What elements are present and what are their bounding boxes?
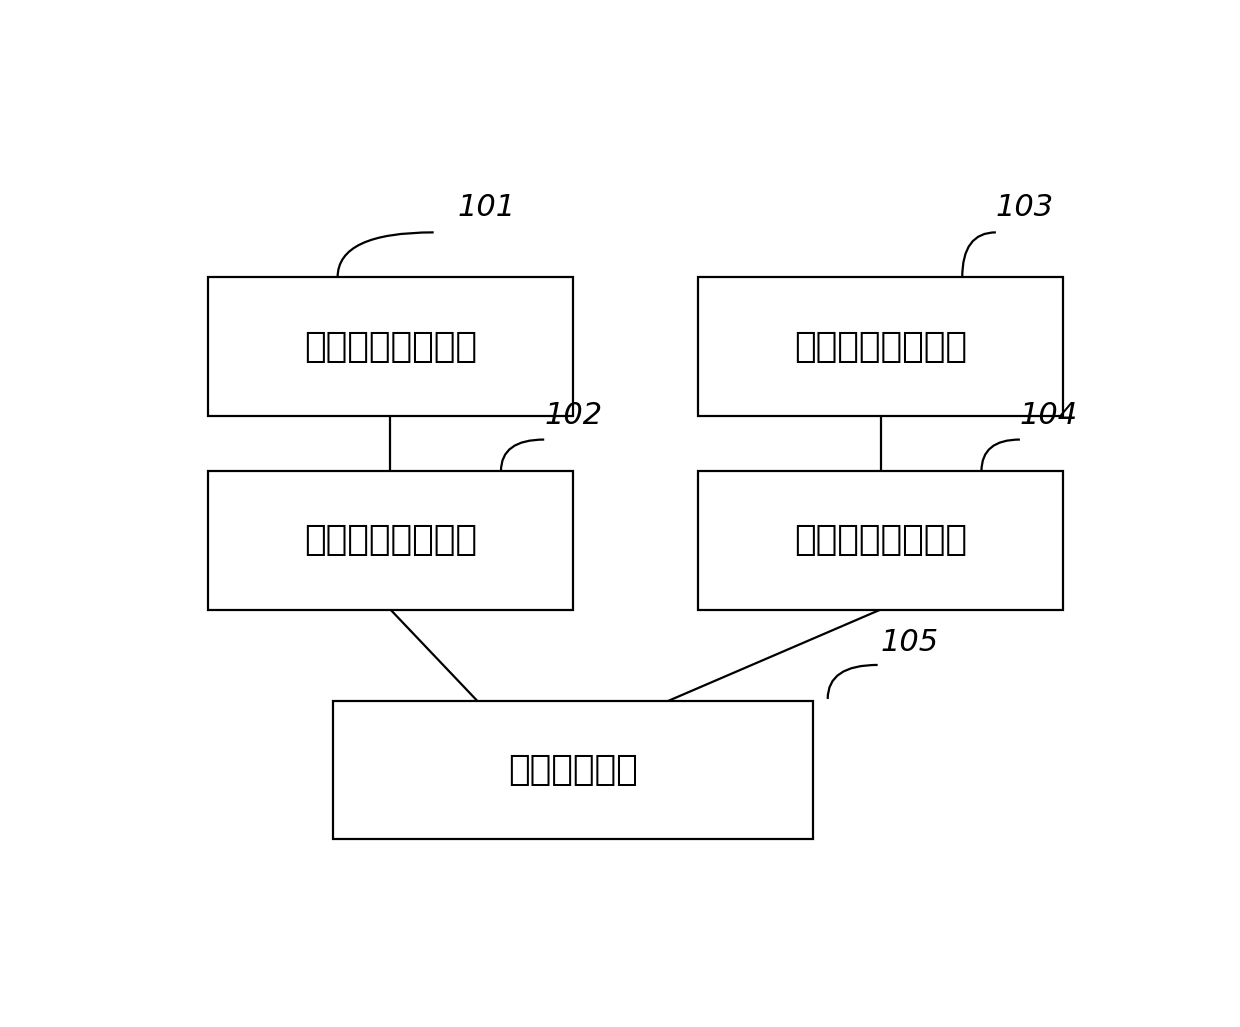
Text: 第一信令处理模块: 第一信令处理模块: [304, 330, 477, 364]
Text: 102: 102: [544, 402, 603, 430]
Text: 第一地址转换模块: 第一地址转换模块: [304, 524, 477, 558]
Text: 数据接收模块: 数据接收模块: [508, 753, 637, 787]
Bar: [332, 700, 813, 839]
Text: 104: 104: [1019, 402, 1078, 430]
Bar: [698, 277, 1063, 416]
Text: 105: 105: [880, 629, 939, 657]
Bar: [208, 471, 573, 610]
Bar: [698, 471, 1063, 610]
Bar: [208, 277, 573, 416]
Text: 101: 101: [458, 193, 516, 222]
Text: 第二信令处理模块: 第二信令处理模块: [794, 330, 967, 364]
Text: 第二地址转换模块: 第二地址转换模块: [794, 524, 967, 558]
Text: 103: 103: [996, 193, 1054, 222]
